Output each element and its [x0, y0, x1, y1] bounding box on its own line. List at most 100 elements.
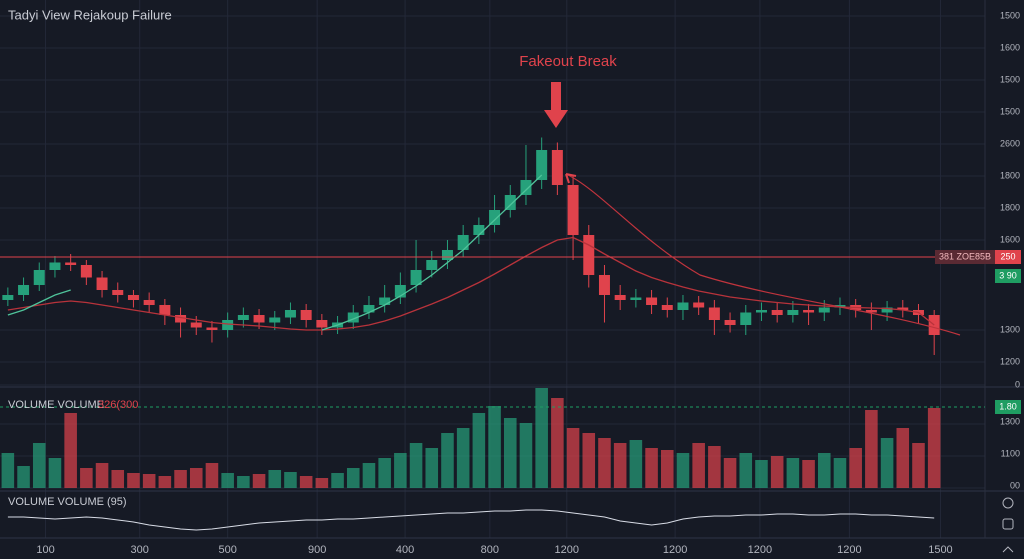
volume-bar [1, 453, 15, 488]
scroll-icon[interactable] [1002, 546, 1014, 553]
x-tick-label: 300 [131, 544, 149, 556]
volume-bar [441, 433, 454, 488]
grid [0, 0, 985, 538]
x-tick-label: 1200 [555, 544, 579, 556]
price-note-box [935, 250, 995, 264]
volume-bar [629, 440, 643, 488]
chart-title: Tadyi View Rejakoup Failure [8, 7, 172, 22]
volume-bar [331, 473, 344, 488]
candle-body [206, 327, 218, 330]
candle-body [65, 262, 77, 265]
volume-bar [645, 448, 658, 488]
volume-bar [409, 443, 423, 488]
candle-body [237, 315, 249, 320]
candle-body [551, 150, 563, 185]
candle-body [284, 310, 296, 318]
candle-body [567, 185, 579, 235]
candle-body [363, 305, 375, 313]
candle-body [755, 310, 767, 313]
volume-bar [849, 448, 862, 488]
y-tick-label: 1800 [1000, 170, 1020, 180]
y-tick-label: 1600 [1000, 42, 1020, 52]
candle-body [803, 310, 815, 313]
candle-body [740, 312, 752, 325]
annotation: Fakeout Break [519, 53, 617, 70]
volume-bar [755, 460, 768, 488]
volume-bar [64, 413, 77, 488]
volume-bar [865, 410, 878, 488]
candle-body [583, 235, 595, 275]
volume-bar [786, 458, 800, 488]
candle-body [787, 310, 799, 315]
volume-bar [582, 433, 596, 488]
volume-bar [551, 398, 564, 488]
price-label-box [995, 250, 1021, 264]
toolbar-icons [1002, 497, 1014, 553]
y-tick-label: 0 [1015, 379, 1020, 389]
candle-body [410, 270, 422, 285]
x-tick-label: 500 [218, 544, 236, 556]
volume-bar [456, 428, 470, 488]
candle-body [394, 285, 406, 298]
candle-body [127, 295, 139, 300]
candle-body [708, 307, 720, 320]
x-tick-label: 100 [36, 544, 54, 556]
volume-bar [378, 458, 391, 488]
candle-body [897, 307, 909, 310]
y-tick-label: 1300 [1000, 324, 1020, 334]
volume-bar [252, 474, 266, 488]
volume-bar [158, 476, 172, 488]
volume-bar [598, 438, 611, 488]
y-tick-label: 2600 [1000, 138, 1020, 148]
current-price-label: 3 90 [999, 270, 1017, 280]
x-tick-label: 400 [396, 544, 414, 556]
volume-bar [660, 450, 674, 488]
layout-icon[interactable] [1002, 518, 1014, 530]
candle-body [49, 262, 61, 270]
candle-body [379, 297, 391, 305]
volume-marker-box [995, 400, 1021, 414]
candle-body [159, 305, 171, 315]
trend-line [565, 173, 961, 336]
candle-body [316, 320, 328, 328]
indicator-line [7, 236, 935, 331]
down-arrow [544, 82, 568, 128]
volume-bar [205, 463, 219, 488]
y-tick-label: 1500 [1000, 10, 1020, 20]
y-tick-label: 1600 [1000, 234, 1020, 244]
x-tick-label: 800 [481, 544, 499, 556]
volume-bar [237, 476, 250, 488]
volume-bar [519, 423, 533, 488]
x-tick-label: 1200 [748, 544, 772, 556]
price-label: 250 [1000, 251, 1015, 261]
candle-body [269, 317, 281, 323]
volume-bar [880, 438, 894, 488]
candle-body [630, 297, 642, 300]
candle-body [222, 320, 234, 330]
candle-body [143, 300, 155, 305]
candle-body [473, 225, 485, 235]
candle-body [881, 307, 893, 313]
volume-bar [284, 472, 297, 488]
volume-bar [708, 446, 721, 488]
volume-bar [299, 476, 313, 488]
volume-bar [95, 463, 109, 488]
volume-bar [692, 443, 705, 488]
y-tick-label: 1500 [1000, 106, 1020, 116]
candle-body [677, 302, 689, 310]
candle-body [818, 307, 830, 313]
volume-bar [613, 443, 627, 488]
y-tick-label: 1100 [1001, 448, 1020, 458]
volume-bar [896, 428, 910, 488]
candle-body [536, 150, 548, 180]
candle-body [190, 322, 202, 328]
settings-icon[interactable] [1002, 497, 1014, 509]
candle-body [614, 295, 626, 300]
candle-body [2, 295, 14, 300]
volume-bar [394, 453, 407, 488]
volume-bar [17, 466, 30, 488]
plot: 1500 1600 1500 1500 2600 1800 1800 1600 1300 1200… [0, 10, 1021, 556]
candle-body [646, 297, 658, 305]
volume-bar [221, 473, 234, 488]
candle-body [771, 310, 783, 315]
